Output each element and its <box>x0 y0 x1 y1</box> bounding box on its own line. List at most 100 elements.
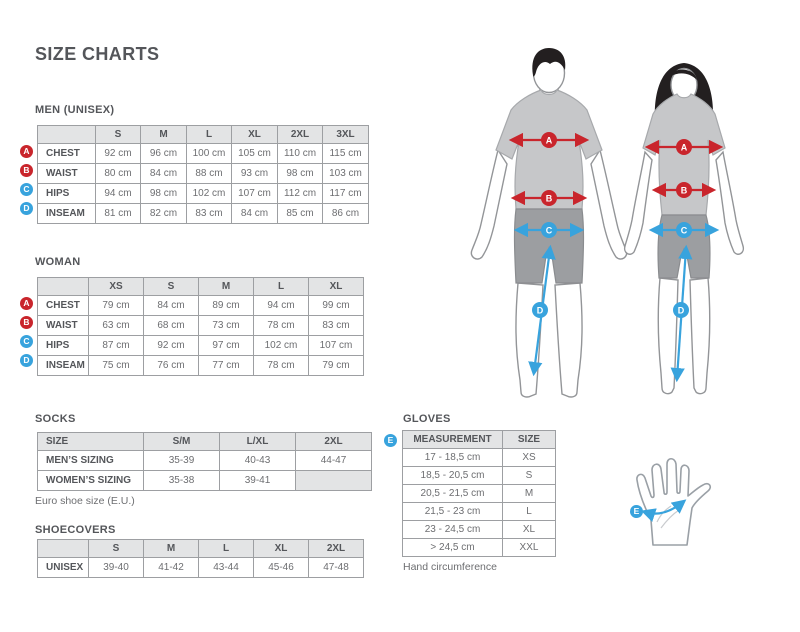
cell-value: 92 cm <box>95 143 141 164</box>
man-shirt <box>495 89 603 210</box>
measure-badge-d: D <box>20 354 33 367</box>
gloves-section-label: GLOVES <box>403 413 451 425</box>
cell-value: L <box>502 502 556 521</box>
gloves-size-table: MEASUREMENT SIZE 17 - 18,5 cm XS 18,5 - 20,5… <box>402 430 556 557</box>
hand-circumference-arrow <box>640 499 687 522</box>
cell-value: 47-48 <box>308 557 364 578</box>
cell-value: 35-38 <box>143 470 220 491</box>
cell-value: 105 cm <box>231 143 278 164</box>
cell-value: 41-42 <box>143 557 199 578</box>
gloves-caption: Hand circumference <box>403 561 497 573</box>
measure-badge-c: C <box>20 183 33 196</box>
row-label: WAIST <box>37 163 96 184</box>
woman-size-table: XS S M L XL CHEST 79 cm 84 cm 89 cm 94 cm 99 cm WAI… <box>37 277 364 376</box>
cell-value: 39-40 <box>88 557 144 578</box>
measure-badge-b: B <box>20 164 33 177</box>
column-header: SIZE <box>502 430 556 449</box>
column-header: S/M <box>143 432 220 451</box>
column-header: L/XL <box>219 432 296 451</box>
cell-value: 40-43 <box>219 450 296 471</box>
cell-value: 98 cm <box>277 163 323 184</box>
table-row: WOMEN’S SIZING 35-38 39-41 <box>37 470 372 491</box>
column-header: SIZE <box>37 432 144 451</box>
measure-badge-a: A <box>20 145 33 158</box>
cell-value: 97 cm <box>198 335 254 356</box>
column-header: 3XL <box>322 125 369 144</box>
header-row: XS S M L XL <box>37 277 364 296</box>
header-row: S M L XL 2XL <box>37 539 364 558</box>
table-row: MEN’S SIZING 35-39 40-43 44-47 <box>37 450 372 471</box>
table-row: HIPS 94 cm 98 cm 102 cm 107 cm 112 cm 117 cm <box>37 183 369 204</box>
cell-value: 18,5 - 20,5 cm <box>402 466 503 485</box>
cell-value: XXL <box>502 538 556 557</box>
column-header: L <box>253 277 309 296</box>
column-header: 2XL <box>295 432 372 451</box>
cell-value: 94 cm <box>95 183 141 204</box>
cell-value: 115 cm <box>322 143 369 164</box>
socks-caption: Euro shoe size (E.U.) <box>35 495 135 507</box>
column-header: XL <box>308 277 364 296</box>
cell-value: 87 cm <box>88 335 144 356</box>
cell-value: 75 cm <box>88 355 144 376</box>
svg-text:A: A <box>546 135 553 145</box>
cell-value: 107 cm <box>231 183 278 204</box>
cell-value: 110 cm <box>277 143 323 164</box>
shoecovers-size-table: S M L XL 2XL UNISEX 39-40 41-42 43-44 45-46 47-48 <box>37 539 364 578</box>
row-label: CHEST <box>37 143 96 164</box>
socks-size-table: SIZE S/M L/XL 2XL MEN’S SIZING 35-39 40-43 44-4… <box>37 432 372 491</box>
measure-badge-b: B <box>20 316 33 329</box>
cell-value: 82 cm <box>140 203 187 224</box>
row-label: UNISEX <box>37 557 89 578</box>
cell-value: 68 cm <box>143 315 199 336</box>
cell-value: 84 cm <box>231 203 278 224</box>
table-row: 23 - 24,5 cm XL <box>402 520 556 539</box>
cell-value: 76 cm <box>143 355 199 376</box>
hand-badge-e: E <box>630 505 643 518</box>
cell-value: 102 cm <box>186 183 232 204</box>
table-row: 20,5 - 21,5 cm M <box>402 484 556 503</box>
cell-value: 78 cm <box>253 315 309 336</box>
men-size-table: S M L XL 2XL 3XL CHEST 92 cm 96 cm 100 cm 105 cm 11… <box>37 125 369 224</box>
cell-value: 63 cm <box>88 315 144 336</box>
cell-value: 112 cm <box>277 183 323 204</box>
socks-section-label: SOCKS <box>35 413 76 425</box>
column-header: S <box>95 125 141 144</box>
column-header <box>37 125 96 144</box>
cell-value: 78 cm <box>253 355 309 376</box>
cell-value: 94 cm <box>253 295 309 316</box>
cell-value: > 24,5 cm <box>402 538 503 557</box>
svg-text:A: A <box>681 142 688 152</box>
cell-value: 96 cm <box>140 143 187 164</box>
row-label: INSEAM <box>37 203 96 224</box>
column-header: S <box>143 277 199 296</box>
cell-value: 89 cm <box>198 295 254 316</box>
cell-value: XL <box>502 520 556 539</box>
cell-value: 79 cm <box>88 295 144 316</box>
header-row: S M L XL 2XL 3XL <box>37 125 369 144</box>
table-row: INSEAM 81 cm 82 cm 83 cm 84 cm 85 cm 86 cm <box>37 203 369 224</box>
row-label: CHEST <box>37 295 89 316</box>
cell-value <box>295 470 372 491</box>
men-section-label: MEN (UNISEX) <box>35 104 115 116</box>
measure-badge-a: A <box>20 297 33 310</box>
column-header: L <box>198 539 254 558</box>
column-header: M <box>143 539 199 558</box>
cell-value: XS <box>502 448 556 467</box>
cell-value: 43-44 <box>198 557 254 578</box>
table-row: > 24,5 cm XXL <box>402 538 556 557</box>
row-label: MEN’S SIZING <box>37 450 144 471</box>
table-row: CHEST 92 cm 96 cm 100 cm 105 cm 110 cm 115 cm <box>37 143 369 164</box>
cell-value: 98 cm <box>140 183 187 204</box>
table-row: HIPS 87 cm 92 cm 97 cm 102 cm 107 cm <box>37 335 364 356</box>
table-row: CHEST 79 cm 84 cm 89 cm 94 cm 99 cm <box>37 295 364 316</box>
cell-value: S <box>502 466 556 485</box>
measure-badge-e: E <box>384 434 397 447</box>
table-row: WAIST 80 cm 84 cm 88 cm 93 cm 98 cm 103 cm <box>37 163 369 184</box>
row-label: HIPS <box>37 183 96 204</box>
cell-value: 92 cm <box>143 335 199 356</box>
svg-text:D: D <box>537 305 544 315</box>
cell-value: 80 cm <box>95 163 141 184</box>
cell-value: 20,5 - 21,5 cm <box>402 484 503 503</box>
header-row: MEASUREMENT SIZE <box>402 430 556 449</box>
